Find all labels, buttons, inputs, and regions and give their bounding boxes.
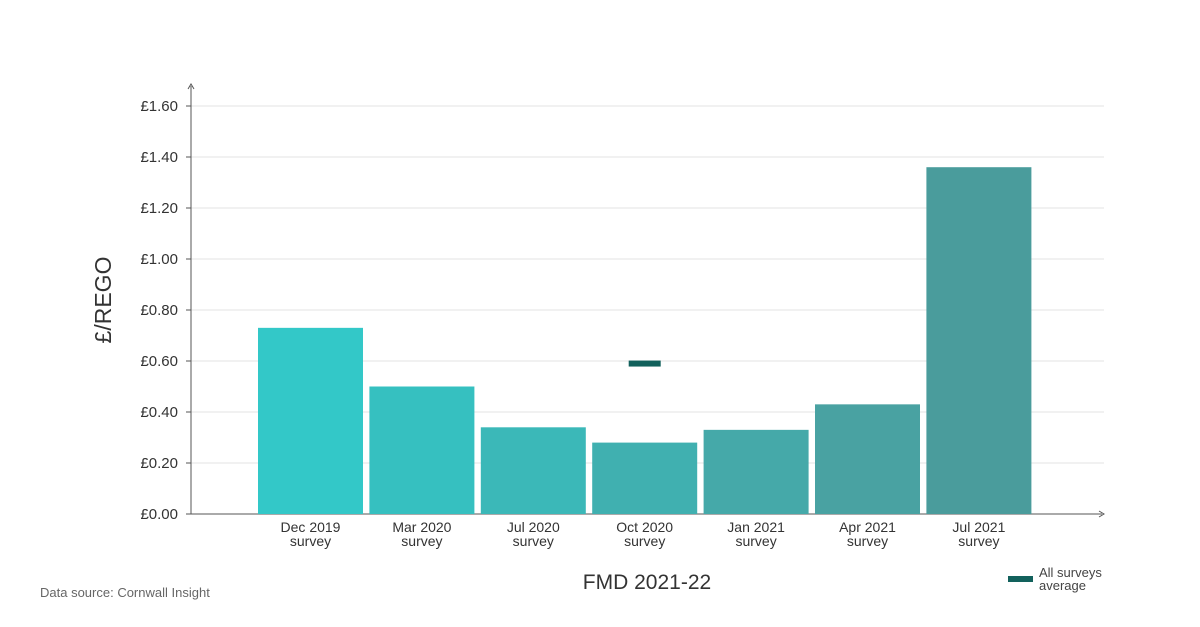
average-marker <box>628 360 661 367</box>
y-tick-label: £1.00 <box>140 251 178 268</box>
x-category-label: survey <box>624 533 665 549</box>
x-category-label: Mar 2020 <box>392 519 451 535</box>
y-tick-label: £1.40 <box>140 149 178 166</box>
x-category-label: survey <box>401 533 442 549</box>
bar-2 <box>480 427 586 514</box>
legend-swatch-average <box>1008 576 1033 582</box>
bar-5 <box>815 404 920 514</box>
x-category-label: Jul 2021 <box>952 519 1005 535</box>
y-axis-title: £/REGO <box>90 257 116 344</box>
y-tick-label: £0.00 <box>140 506 178 523</box>
x-category-label: Jul 2020 <box>507 519 560 535</box>
bar-6 <box>926 167 1032 514</box>
bar-4 <box>703 429 809 514</box>
y-tick-label: £1.20 <box>140 200 178 217</box>
y-tick-label: £0.80 <box>140 302 178 319</box>
y-tick-label: £0.60 <box>140 353 178 370</box>
x-category-label: survey <box>735 533 776 549</box>
legend: All surveys average <box>1008 566 1119 592</box>
bar-0 <box>258 327 363 514</box>
y-tick-label: £0.20 <box>140 455 178 472</box>
y-axis-arrow <box>187 83 195 90</box>
bar-3 <box>592 442 698 514</box>
x-category-label: Apr 2021 <box>839 519 896 535</box>
x-axis-title: FMD 2021-22 <box>583 571 711 594</box>
y-tick-label: £1.60 <box>140 98 178 115</box>
legend-label-average: All surveys average <box>1039 565 1102 593</box>
bar-1 <box>369 386 475 514</box>
x-category-label: survey <box>513 533 554 549</box>
x-axis-arrow <box>1098 510 1105 518</box>
data-source-note: Data source: Cornwall Insight <box>40 585 210 600</box>
y-tick-label: £0.40 <box>140 404 178 421</box>
x-category-label: survey <box>958 533 999 549</box>
x-category-label: Oct 2020 <box>616 519 673 535</box>
x-category-label: survey <box>847 533 888 549</box>
x-category-label: Jan 2021 <box>727 519 785 535</box>
x-category-label: survey <box>290 533 331 549</box>
x-category-label: Dec 2019 <box>281 519 341 535</box>
